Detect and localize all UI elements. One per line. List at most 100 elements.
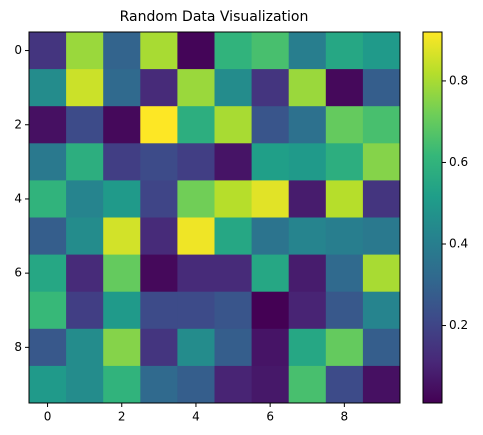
heatmap-cell	[140, 32, 178, 70]
heatmap-cell	[103, 180, 141, 218]
heatmap-cell	[288, 365, 327, 404]
y-tick-label: 6	[14, 266, 22, 280]
heatmap-cell	[325, 328, 364, 367]
heatmap-cell	[251, 69, 290, 107]
heatmap-cell	[66, 69, 104, 107]
heatmap-cell	[66, 254, 104, 293]
heatmap-cell	[103, 254, 141, 293]
heatmap-cell	[251, 217, 290, 256]
x-tick-label: 6	[266, 410, 274, 424]
heatmap-cell	[288, 254, 327, 293]
heatmap-cell	[103, 291, 141, 330]
heatmap-cell	[29, 180, 67, 218]
heatmap-cell	[214, 217, 253, 256]
heatmap-cell	[362, 365, 401, 404]
heatmap-cell	[325, 291, 364, 330]
heatmap-cell	[177, 143, 215, 181]
y-tick-label: 2	[14, 117, 22, 131]
heatmap-cell	[214, 69, 253, 107]
heatmap-cell	[66, 365, 104, 404]
heatmap-cell	[103, 106, 141, 144]
heatmap-cell	[140, 291, 178, 330]
heatmap-cell	[177, 365, 215, 404]
heatmap-cell	[177, 217, 215, 256]
heatmap-cell	[29, 365, 67, 404]
colorbar-tick-label: 0.6	[449, 155, 468, 169]
heatmap-cell	[288, 106, 327, 144]
heatmap-cell	[140, 69, 178, 107]
heatmap-cell	[362, 291, 401, 330]
heatmap-cell	[214, 291, 253, 330]
heatmap-cell	[29, 328, 67, 367]
heatmap-cell	[66, 143, 104, 181]
heatmap-cell	[288, 32, 327, 70]
heatmap-cell	[362, 106, 401, 144]
heatmap-cell	[214, 328, 253, 367]
heatmap-cell	[103, 328, 141, 367]
heatmap-cell	[177, 180, 215, 218]
heatmap-cell	[140, 254, 178, 293]
heatmap-cell	[325, 365, 364, 404]
colorbar-tick-label: 0.2	[449, 318, 468, 332]
heatmap-cell	[29, 291, 67, 330]
y-tick-label: 4	[14, 191, 22, 205]
heatmap-cell	[103, 69, 141, 107]
heatmap-cell	[66, 106, 104, 144]
heatmap-cell	[288, 291, 327, 330]
heatmap-cell	[103, 365, 141, 404]
heatmap-cell	[251, 32, 290, 70]
heatmap-cell	[140, 217, 178, 256]
heatmap-cell	[140, 106, 178, 144]
colorbar-tick-label: 0.8	[449, 73, 468, 87]
heatmap-cell	[214, 254, 253, 293]
heatmap-cell	[362, 143, 401, 181]
heatmap-cell	[362, 254, 401, 293]
heatmap-cell	[103, 32, 141, 70]
heatmap-cell	[214, 32, 253, 70]
heatmap-cell	[325, 69, 364, 107]
heatmap-cell	[362, 32, 401, 70]
heatmap-cell	[251, 143, 290, 181]
heatmap-cell	[362, 328, 401, 367]
heatmap-cell	[66, 328, 104, 367]
heatmap-cell	[251, 291, 290, 330]
x-tick-label: 0	[44, 410, 52, 424]
heatmap-cell	[362, 217, 401, 256]
heatmap-cell	[362, 69, 401, 107]
heatmap-cell	[251, 328, 290, 367]
heatmap-cell	[325, 143, 364, 181]
plot-frame	[28, 31, 401, 404]
heatmap-cell	[251, 180, 290, 218]
heatmap-cell	[251, 106, 290, 144]
heatmap-cell	[66, 180, 104, 218]
colorbar	[422, 31, 443, 404]
heatmap-cell	[29, 217, 67, 256]
heatmap-cell	[288, 180, 327, 218]
heatmap-cell	[29, 143, 67, 181]
heatmap-cell	[29, 106, 67, 144]
heatmap-cell	[214, 365, 253, 404]
heatmap-cell	[177, 291, 215, 330]
heatmap-cell	[288, 217, 327, 256]
heatmap-cell	[177, 106, 215, 144]
x-tick-label: 8	[341, 410, 349, 424]
heatmap-cell	[177, 328, 215, 367]
y-tick-label: 0	[14, 43, 22, 57]
heatmap-cell	[325, 106, 364, 144]
heatmap-cell	[214, 143, 253, 181]
heatmap-cell	[214, 180, 253, 218]
heatmap-cell	[66, 291, 104, 330]
heatmap-cell	[140, 328, 178, 367]
heatmap-cell	[29, 32, 67, 70]
heatmap-cell	[288, 69, 327, 107]
heatmap-cell	[325, 180, 364, 218]
chart-title: Random Data Visualization	[120, 9, 309, 25]
heatmap-cell	[177, 69, 215, 107]
heatmap-cell	[251, 365, 290, 404]
heatmap-cell	[140, 365, 178, 404]
heatmap-cell	[103, 143, 141, 181]
heatmap-cell	[177, 254, 215, 293]
heatmap-cell	[288, 328, 327, 367]
heatmap-cell	[29, 254, 67, 293]
